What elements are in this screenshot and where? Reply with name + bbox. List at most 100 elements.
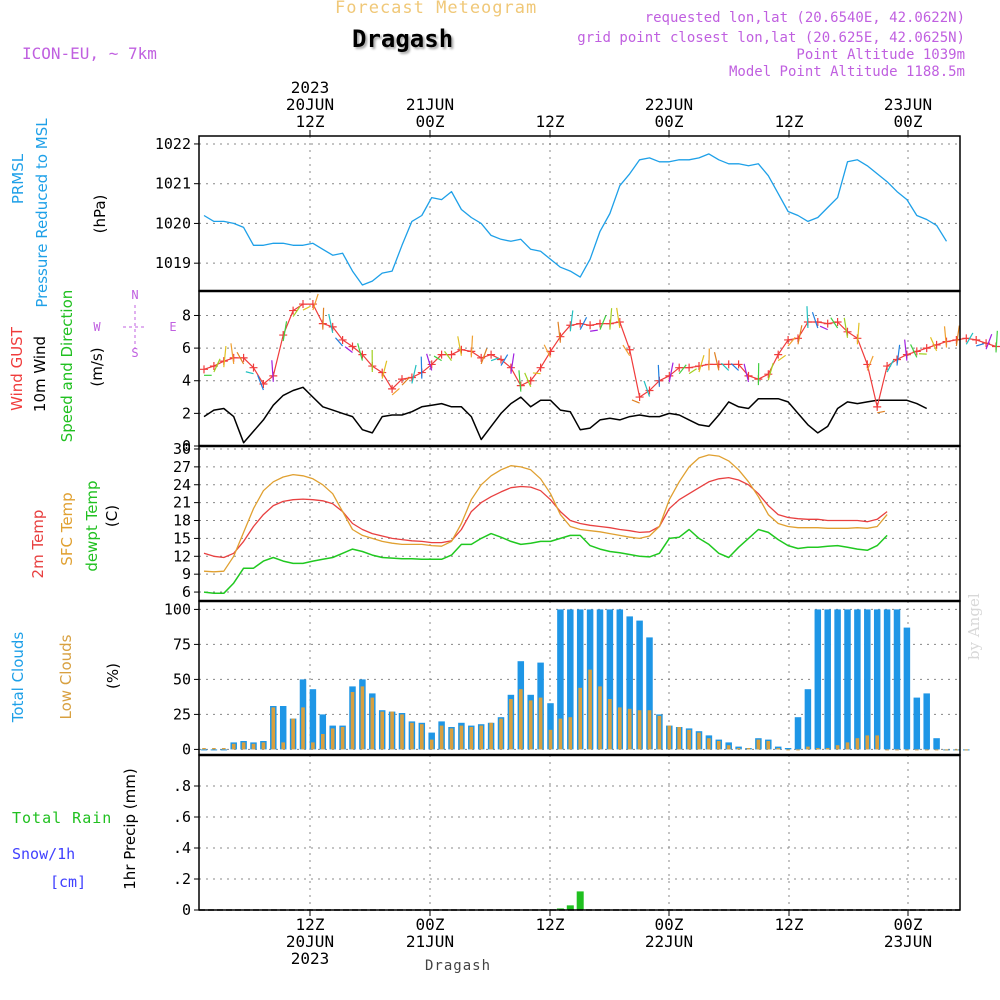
- low-cloud-bar: [241, 742, 246, 750]
- gust-marker: [427, 360, 436, 369]
- low-cloud-bar: [281, 742, 285, 750]
- gust-marker: [398, 375, 406, 384]
- x-tick-label-bottom: 12Z: [536, 915, 565, 934]
- low-cloud-bar: [667, 725, 672, 750]
- x-tick-label-top: 00Z: [655, 112, 684, 131]
- wind-direction-arrow: [877, 410, 885, 414]
- y-tick-label: 27: [173, 458, 191, 476]
- wind-direction-arrow: [470, 335, 474, 358]
- low-cloud-bar: [618, 707, 622, 750]
- wind-direction-arrow: [500, 354, 509, 366]
- y-tick-label: .8: [173, 777, 191, 795]
- gust-marker: [625, 345, 634, 354]
- rain-bar: [566, 905, 574, 910]
- low-cloud-bar: [786, 749, 790, 751]
- x-tick-label-bottom: 12Z: [775, 915, 804, 934]
- wind-direction-arrow: [643, 380, 651, 397]
- total-cloud-bar: [913, 697, 921, 750]
- low-cloud-bar: [895, 749, 899, 751]
- low-cloud-bar: [479, 725, 483, 750]
- total-cloud-bar: [606, 609, 614, 750]
- low-cloud-bar: [637, 710, 642, 750]
- wind-direction-arrow: [510, 353, 515, 374]
- low-cloud-bar: [231, 743, 236, 750]
- low-cloud-bar: [360, 686, 365, 750]
- total-cloud-bar: [220, 749, 228, 751]
- wind-direction-arrow: [302, 305, 311, 311]
- wind-direction-arrow: [910, 344, 918, 358]
- wind-direction-arrow: [965, 332, 974, 345]
- precip-label-snow-unit: [cm]: [50, 873, 87, 891]
- x-tick-label-top: 2023: [291, 78, 330, 97]
- wind-direction-arrow: [622, 344, 631, 357]
- low-cloud-bar: [380, 711, 384, 750]
- wind-direction-arrow: [657, 364, 660, 387]
- low-cloud-bar: [697, 732, 701, 750]
- wind-direction-arrow: [411, 364, 417, 384]
- low-cloud-bar: [459, 725, 464, 750]
- wind-direction-arrow: [322, 307, 325, 330]
- gust-marker: [813, 318, 822, 326]
- product-title: Forecast Meteogram: [335, 0, 538, 18]
- wind-direction-arrow: [426, 353, 433, 371]
- y-tick-label: 6: [182, 339, 191, 357]
- wind-direction-arrow: [433, 355, 442, 362]
- low-cloud-bar: [311, 742, 315, 750]
- x-tick-label-bottom: 21JUN: [406, 932, 454, 951]
- gust-marker: [388, 384, 397, 393]
- wind-direction-arrow: [599, 315, 607, 330]
- wind-direction-arrow: [720, 362, 730, 371]
- low-cloud-bar: [538, 697, 543, 750]
- low-cloud-bar: [677, 727, 681, 750]
- gust-marker: [536, 363, 545, 372]
- gust-marker: [764, 370, 773, 379]
- wind-direction-arrow: [590, 329, 598, 332]
- low-cloud-bar: [390, 711, 394, 750]
- wind-direction-arrow: [767, 362, 774, 381]
- gust-marker: [774, 350, 783, 359]
- gust-marker: [200, 365, 208, 374]
- low-cloud-bar: [885, 749, 889, 751]
- gust-marker: [833, 318, 842, 326]
- wind-direction-arrow: [282, 321, 288, 342]
- y-tick-label: 18: [173, 512, 191, 530]
- total-cloud-bar: [616, 609, 624, 750]
- low-cloud-bar: [964, 749, 969, 751]
- low-cloud-bar: [746, 748, 751, 750]
- wind-direction-arrow: [490, 357, 499, 362]
- wind-rose-south: S: [131, 346, 138, 360]
- wind-direction-arrow: [579, 317, 588, 330]
- total-cloud-bar: [903, 627, 911, 750]
- wind-direction-arrow: [668, 362, 674, 382]
- wind-direction-arrow: [806, 306, 809, 329]
- gust-marker: [358, 350, 367, 359]
- y-tick-label: 50: [173, 670, 191, 688]
- x-tick-label-top: 23JUN: [884, 95, 932, 114]
- gust-marker: [289, 306, 298, 315]
- gust-marker: [665, 371, 674, 380]
- x-tick-label-top: 21JUN: [406, 95, 454, 114]
- wind-direction-arrow: [444, 350, 452, 361]
- x-tick-label-top: 12Z: [296, 112, 325, 131]
- wind-rose-cross: [123, 305, 147, 349]
- wind-direction-arrow: [457, 336, 462, 356]
- wind-direction-arrow: [532, 372, 541, 375]
- series-wind-speed-line: [203, 386, 928, 444]
- model-altitude: Model Point Altitude 1188.5m: [728, 64, 965, 80]
- low-cloud-bar: [370, 697, 375, 750]
- gust-marker: [794, 334, 802, 343]
- low-cloud-bar: [954, 749, 959, 751]
- low-cloud-bar: [796, 749, 800, 751]
- low-cloud-bar: [291, 718, 295, 750]
- low-cloud-bar: [568, 717, 573, 750]
- wind-direction-arrow: [995, 330, 998, 353]
- gust-marker: [635, 393, 644, 402]
- wind-direction-arrow: [245, 371, 254, 375]
- total-cloud-bar: [210, 749, 218, 751]
- low-cloud-bar: [806, 746, 810, 750]
- wind-direction-arrow: [787, 336, 796, 347]
- x-tick-label-bottom: 00Z: [416, 915, 445, 934]
- low-cloud-bar: [627, 708, 632, 750]
- low-cloud-bar: [776, 748, 780, 750]
